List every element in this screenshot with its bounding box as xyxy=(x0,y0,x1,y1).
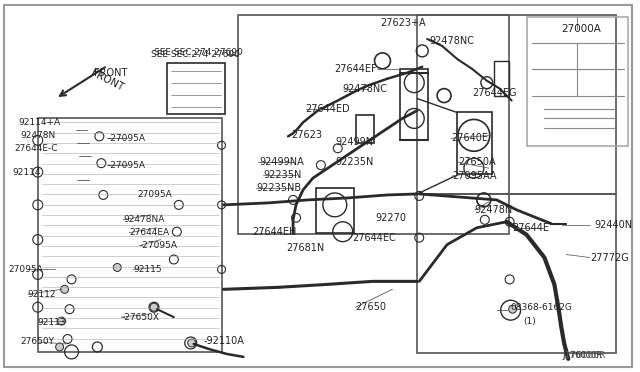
Text: 92114: 92114 xyxy=(12,168,40,177)
Text: J176000R: J176000R xyxy=(563,352,605,360)
Bar xyxy=(38,118,221,352)
Text: 27623: 27623 xyxy=(291,130,322,140)
Bar xyxy=(527,17,628,146)
Text: 92113: 92113 xyxy=(38,318,67,327)
Text: 27772G: 27772G xyxy=(590,253,629,263)
Text: 92235N: 92235N xyxy=(336,157,374,167)
Text: 92114+A: 92114+A xyxy=(18,118,60,127)
Text: 92478NC: 92478NC xyxy=(429,36,474,46)
Text: 27644ED: 27644ED xyxy=(305,103,349,113)
Text: SEE SEC.274 27690: SEE SEC.274 27690 xyxy=(154,48,243,57)
Text: 92478N: 92478N xyxy=(21,131,56,140)
Text: 92112: 92112 xyxy=(28,290,56,299)
Text: 27644EA: 27644EA xyxy=(129,228,169,237)
Text: J176000R: J176000R xyxy=(563,352,602,360)
Text: 92235N: 92235N xyxy=(263,170,301,180)
Text: 27644EC: 27644EC xyxy=(353,232,396,243)
Text: 92115: 92115 xyxy=(133,265,162,274)
Circle shape xyxy=(150,303,158,311)
Text: 27095AA: 27095AA xyxy=(452,171,497,181)
Bar xyxy=(167,63,225,115)
Text: 92440N: 92440N xyxy=(594,220,632,230)
Text: 92499N: 92499N xyxy=(336,137,374,147)
Text: 27000A: 27000A xyxy=(561,24,601,34)
Text: FRONT: FRONT xyxy=(89,68,125,93)
Text: SEE SEC.274 27690: SEE SEC.274 27690 xyxy=(151,50,240,60)
Text: -27095A: -27095A xyxy=(108,161,145,170)
Text: 08368-6162G: 08368-6162G xyxy=(511,303,573,312)
Text: -27650X: -27650X xyxy=(121,312,159,322)
Text: 27095A: 27095A xyxy=(137,190,172,199)
Text: -92110A: -92110A xyxy=(204,336,244,346)
Bar xyxy=(239,15,509,234)
Text: 27650: 27650 xyxy=(356,302,387,312)
Circle shape xyxy=(58,317,65,325)
Text: 27644E-C: 27644E-C xyxy=(14,144,58,153)
Text: 27644E: 27644E xyxy=(513,223,550,233)
Text: 27681N: 27681N xyxy=(286,243,324,253)
Bar xyxy=(401,69,428,140)
Circle shape xyxy=(61,285,68,293)
Circle shape xyxy=(509,305,516,313)
Text: 92478N: 92478N xyxy=(475,205,513,215)
Text: 92478NA: 92478NA xyxy=(123,215,164,224)
Text: FRONT: FRONT xyxy=(94,68,128,78)
Circle shape xyxy=(56,343,63,351)
Text: -27095A: -27095A xyxy=(108,134,145,143)
Bar xyxy=(457,112,492,174)
Text: 27644EH: 27644EH xyxy=(252,227,297,237)
Text: 92235NB: 92235NB xyxy=(256,183,301,193)
Text: 92478NC: 92478NC xyxy=(343,84,388,94)
Circle shape xyxy=(113,263,121,272)
Text: 27650A: 27650A xyxy=(458,157,495,167)
Bar xyxy=(316,188,354,233)
Text: 27644EG: 27644EG xyxy=(472,88,516,97)
Text: 27623+A: 27623+A xyxy=(381,18,426,28)
Bar xyxy=(417,15,616,194)
Text: (1): (1) xyxy=(524,317,536,326)
Bar xyxy=(356,115,374,143)
Text: 27650Y: 27650Y xyxy=(20,337,54,346)
Text: 92499NA: 92499NA xyxy=(259,157,304,167)
Text: -27095A: -27095A xyxy=(139,241,177,250)
Circle shape xyxy=(188,339,196,347)
Text: 27640E: 27640E xyxy=(451,133,488,143)
Bar xyxy=(493,61,509,96)
Text: 92270: 92270 xyxy=(376,213,406,223)
Bar xyxy=(417,194,616,353)
Text: 27644EF: 27644EF xyxy=(334,64,376,74)
Text: 27095A: 27095A xyxy=(8,265,43,274)
